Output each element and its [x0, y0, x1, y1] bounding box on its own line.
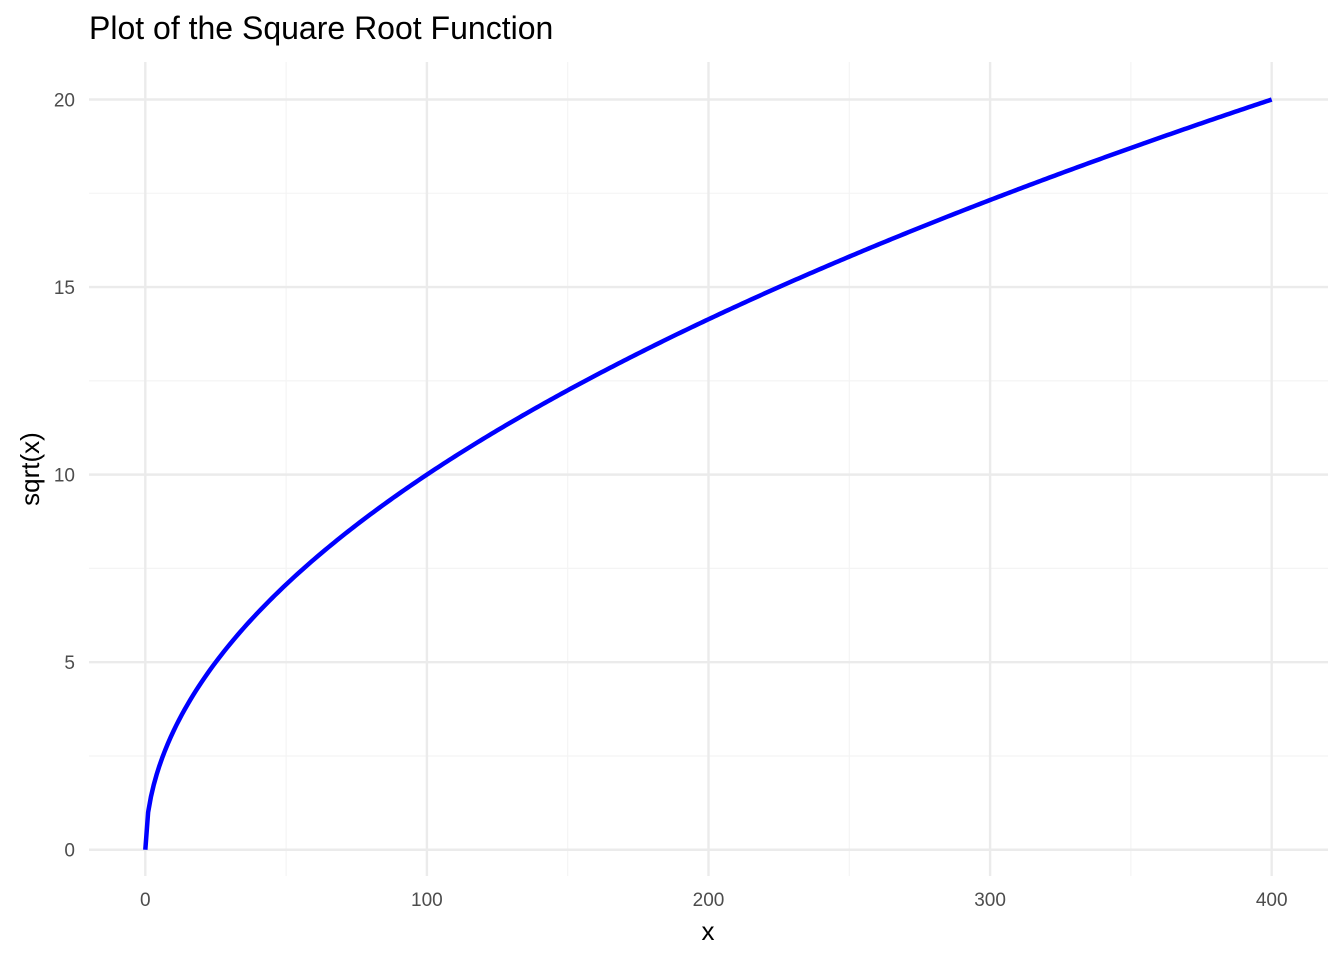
x-tick-label: 100 [411, 890, 443, 911]
chart-title: Plot of the Square Root Function [89, 10, 554, 46]
y-axis-title: sqrt(x) [15, 432, 45, 506]
series-line-0 [143, 97, 1273, 850]
y-tick-label: 5 [64, 653, 75, 674]
y-tick-label: 0 [64, 841, 75, 862]
y-tick-label: 10 [54, 466, 75, 487]
x-tick-label: 0 [140, 890, 151, 911]
series-layer [143, 97, 1273, 850]
y-tick-labels: 0 5 10 15 20 [54, 91, 75, 862]
x-tick-label: 200 [693, 890, 725, 911]
x-tick-label: 400 [1256, 890, 1288, 911]
y-tick-label: 20 [54, 91, 75, 112]
x-tick-label: 300 [974, 890, 1006, 911]
x-axis-title: x [702, 916, 715, 946]
y-tick-label: 15 [54, 278, 75, 299]
x-tick-labels: 0 100 200 300 400 [140, 890, 1288, 911]
grid-major [89, 62, 1328, 876]
